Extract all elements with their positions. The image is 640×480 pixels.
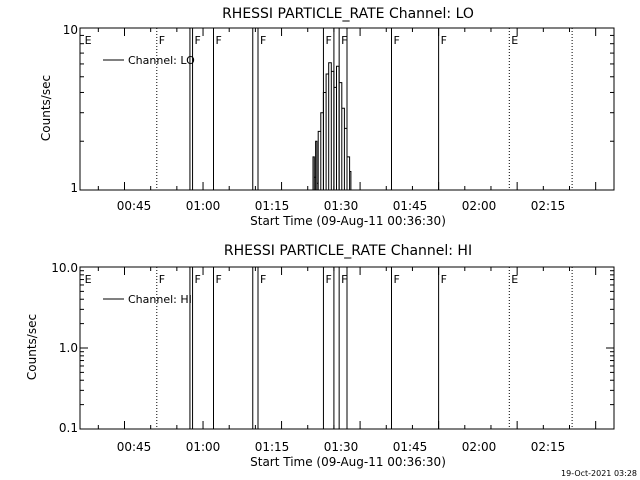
hi-y-tick-label-mid: 1.0	[59, 341, 78, 355]
lo-series-line	[311, 62, 352, 191]
hi-x-tick-label-0100: 01:00	[186, 440, 221, 454]
hi-event-letter: E	[511, 273, 518, 286]
lo-event-letter: F	[341, 34, 347, 47]
lo-event-letter: F	[159, 34, 165, 47]
lo-x-axis-label: Start Time (09-Aug-11 00:36:30)	[250, 214, 446, 228]
lo-x-tick-label-0130: 01:30	[324, 199, 359, 213]
hi-y-tick-label-top: 10.0	[51, 261, 78, 275]
hi-x-tick-label-0215: 02:15	[531, 440, 566, 454]
hi-x-tick-label-0115: 01:15	[255, 440, 290, 454]
lo-event-letter: F	[260, 34, 266, 47]
hi-event-letter: F	[195, 273, 201, 286]
lo-y-tick-label-bottom: 1	[70, 181, 78, 195]
hi-chart-title: RHESSI PARTICLE_RATE Channel: HI	[224, 243, 472, 259]
lo-x-tick-label-0145: 01:45	[393, 199, 428, 213]
lo-x-tick-label-0200: 02:00	[462, 199, 497, 213]
lo-event-letter: F	[195, 34, 201, 47]
footer-timestamp: 19-Oct-2021 03:28	[561, 469, 637, 478]
lo-x-tick-label-0115: 01:15	[255, 199, 290, 213]
lo-series-marks	[311, 62, 352, 191]
hi-x-tick-label-0045: 00:45	[117, 440, 152, 454]
lo-x-tick-label-0100: 01:00	[186, 199, 221, 213]
lo-event-letter: F	[441, 34, 447, 47]
lo-event-letter: E	[85, 34, 92, 47]
lo-legend-label: Channel: LO	[128, 54, 195, 67]
hi-x-tick-label-0145: 01:45	[393, 440, 428, 454]
hi-event-letter: F	[325, 273, 331, 286]
hi-event-letter: F	[260, 273, 266, 286]
lo-y-axis-label: Counts/sec	[39, 75, 53, 141]
lo-event-letter: F	[325, 34, 331, 47]
hi-event-letter: F	[341, 273, 347, 286]
hi-event-letter: F	[216, 273, 222, 286]
hi-x-tick-label-0130: 01:30	[324, 440, 359, 454]
lo-panel: RHESSI PARTICLE_RATE Channel: LO Counts/…	[39, 6, 615, 228]
hi-event-letter: F	[441, 273, 447, 286]
hi-plot-frame	[79, 266, 615, 430]
hi-event-letter: F	[394, 273, 400, 286]
hi-x-axis-label: Start Time (09-Aug-11 00:36:30)	[250, 455, 446, 469]
hi-event-letter: F	[159, 273, 165, 286]
hi-x-tick-label-0200: 02:00	[462, 440, 497, 454]
lo-event-letter: E	[511, 34, 518, 47]
lo-x-tick-label-0215: 02:15	[531, 199, 566, 213]
lo-plot-frame	[79, 27, 615, 191]
lo-x-tick-label-0045: 00:45	[117, 199, 152, 213]
hi-y-axis-label: Counts/sec	[25, 314, 39, 380]
hi-panel: RHESSI PARTICLE_RATE Channel: HI Counts/…	[25, 243, 615, 469]
hi-event-letter: E	[85, 273, 92, 286]
hi-legend-label: Channel: HI	[128, 293, 192, 306]
lo-chart-title: RHESSI PARTICLE_RATE Channel: LO	[222, 6, 474, 22]
lo-y-tick-label-top: 10	[63, 23, 78, 37]
hi-y-tick-label-bottom: 0.1	[59, 421, 78, 435]
lo-event-letter: F	[216, 34, 222, 47]
lo-event-letter: F	[394, 34, 400, 47]
